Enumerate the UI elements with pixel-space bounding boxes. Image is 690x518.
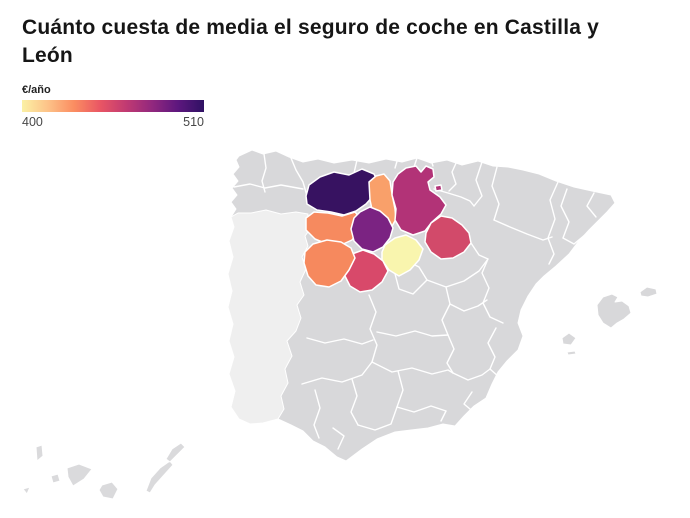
border-rioja-north bbox=[433, 188, 475, 207]
border-galicia-horizontal bbox=[233, 183, 304, 190]
border-valencia-albacete bbox=[487, 327, 497, 370]
border-girona-barcelona bbox=[586, 192, 597, 218]
border-sevilla-cadiz bbox=[332, 427, 345, 450]
border-caceres-badajoz bbox=[306, 337, 374, 345]
region-valladolid[interactable] bbox=[350, 206, 394, 253]
island-gran-canaria bbox=[98, 481, 119, 500]
border-murcia-almeria bbox=[463, 391, 473, 410]
region-salamanca[interactable] bbox=[303, 239, 356, 288]
page-title: Cuánto cuesta de media el seguro de coch… bbox=[22, 14, 662, 70]
island-formentera bbox=[566, 350, 577, 356]
region-soria[interactable] bbox=[424, 215, 472, 260]
border-lleida-barcelona bbox=[560, 188, 570, 239]
legend-gradient-bar bbox=[22, 100, 204, 112]
border-alicante-murcia bbox=[489, 368, 500, 387]
island-la-gomera bbox=[50, 473, 61, 484]
island-fuerteventura bbox=[145, 460, 174, 494]
border-andalucia-north bbox=[371, 361, 454, 375]
border-teruel-north bbox=[493, 219, 553, 241]
castilla-y-leon-provinces bbox=[303, 165, 472, 293]
region-segovia[interactable] bbox=[381, 234, 424, 277]
legend-max-label: 510 bbox=[183, 115, 204, 129]
border-malaga-north bbox=[357, 406, 398, 431]
region-burgos[interactable] bbox=[391, 165, 447, 236]
border-toledo-cuenca bbox=[441, 286, 451, 336]
page-title-line2: León bbox=[22, 44, 73, 67]
border-clm-extremadura bbox=[368, 294, 378, 363]
province-borders bbox=[233, 153, 597, 450]
border-navarra-west bbox=[448, 160, 458, 192]
border-gipuzkoa-alava bbox=[429, 156, 434, 167]
border-huesca-zaragoza bbox=[491, 166, 500, 221]
border-guadalajara-cuenca bbox=[426, 258, 489, 288]
balearic-islands bbox=[561, 286, 658, 356]
border-galicia-east bbox=[290, 157, 308, 197]
border-aragon-catalonia bbox=[547, 181, 559, 265]
border-navarra-aragon bbox=[473, 161, 483, 207]
region-trevino[interactable] bbox=[434, 184, 443, 192]
border-ciudadreal-albacete bbox=[446, 334, 455, 374]
border-granada-north bbox=[396, 405, 447, 413]
border-cordoba-jaen bbox=[396, 370, 404, 408]
island-el-hierro bbox=[22, 486, 31, 495]
border-albacete-murcia bbox=[452, 368, 491, 381]
legend-units-label: €/año bbox=[22, 84, 51, 96]
border-huelva-sevilla bbox=[313, 389, 321, 439]
border-bizkaia-gipuzkoa bbox=[413, 157, 418, 168]
color-scale-legend: €/año 400 510 bbox=[22, 84, 204, 129]
border-guadalajara-teruel bbox=[470, 242, 504, 324]
border-sevilla-cordoba bbox=[350, 378, 359, 426]
border-cuenca-albacete bbox=[449, 299, 488, 312]
island-la-palma bbox=[35, 444, 44, 462]
island-mallorca bbox=[596, 293, 632, 329]
legend-scale-labels: 400 510 bbox=[22, 115, 204, 129]
border-cantabria-bizkaia bbox=[394, 157, 399, 169]
legend-min-label: 400 bbox=[22, 115, 43, 129]
page-title-line1: Cuánto cuesta de media el seguro de coch… bbox=[22, 16, 600, 39]
island-ibiza bbox=[561, 332, 577, 346]
island-lanzarote bbox=[165, 442, 186, 463]
island-menorca bbox=[639, 286, 658, 298]
border-galicia-vertical bbox=[261, 153, 267, 193]
border-badajoz-andalucia bbox=[301, 361, 373, 385]
island-tenerife bbox=[66, 463, 93, 487]
region-avila[interactable] bbox=[343, 249, 389, 293]
border-barcelona-tarragona bbox=[562, 233, 587, 245]
canary-islands bbox=[22, 442, 186, 500]
border-asturias-cantabria bbox=[353, 159, 358, 174]
border-granada-almeria bbox=[440, 410, 447, 422]
border-toledo-ciudadreal bbox=[376, 330, 449, 337]
